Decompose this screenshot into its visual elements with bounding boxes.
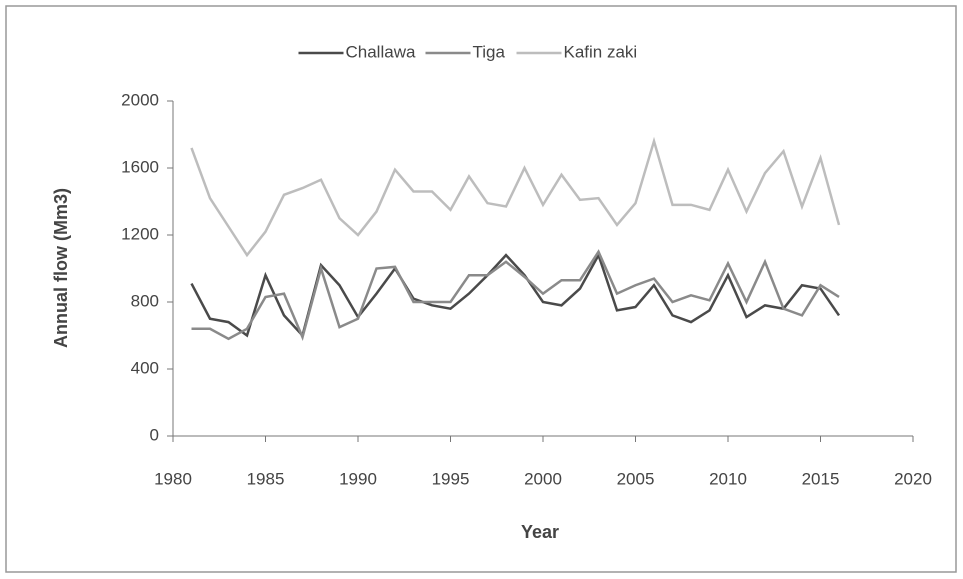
x-tick-label: 2000 <box>524 469 562 488</box>
x-tick-label: 2015 <box>802 469 840 488</box>
legend-label: Kafin zaki <box>564 42 638 61</box>
y-tick-label: 2000 <box>121 90 159 109</box>
x-tick-label: 1990 <box>339 469 377 488</box>
x-tick-label: 2020 <box>894 469 932 488</box>
x-tick-label: 1985 <box>247 469 285 488</box>
x-tick-label: 2010 <box>709 469 747 488</box>
series-line <box>190 252 841 339</box>
y-tick-label: 0 <box>150 425 159 444</box>
series-line <box>191 249 840 341</box>
y-axis-label: Annual flow (Mm3) <box>51 188 71 348</box>
x-axis-label: Year <box>521 522 559 542</box>
y-tick-label: 1600 <box>121 157 159 176</box>
y-tick-label: 400 <box>131 358 159 377</box>
legend-label: Challawa <box>346 42 416 61</box>
y-tick-label: 800 <box>131 291 159 310</box>
legend-label: Tiga <box>473 42 506 61</box>
y-tick-label: 1200 <box>121 224 159 243</box>
x-tick-label: 1980 <box>154 469 192 488</box>
x-tick-label: 1995 <box>432 469 470 488</box>
chart-border <box>5 5 957 573</box>
series-line <box>190 136 841 258</box>
x-tick-label: 2005 <box>617 469 655 488</box>
